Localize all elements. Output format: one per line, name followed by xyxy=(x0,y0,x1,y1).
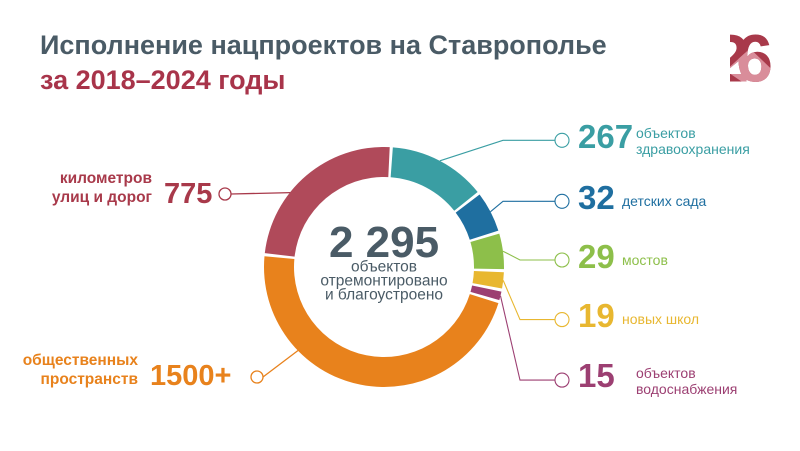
svg-text:и благоустроено: и благоустроено xyxy=(325,287,443,304)
svg-text:267: 267 xyxy=(578,118,633,155)
svg-text:1500+: 1500+ xyxy=(150,360,231,392)
svg-text:объектов: объектов xyxy=(636,125,696,141)
svg-text:новых школ: новых школ xyxy=(622,311,699,327)
svg-text:улиц и дорог: улиц и дорог xyxy=(52,189,153,206)
svg-text:пространств: пространств xyxy=(41,371,139,388)
svg-text:мостов: мостов xyxy=(622,252,668,268)
svg-text:15: 15 xyxy=(578,357,615,394)
svg-text:29: 29 xyxy=(578,238,615,275)
svg-text:здравоохранения: здравоохранения xyxy=(636,141,750,157)
svg-text:объектов: объектов xyxy=(636,365,696,381)
svg-text:общественных: общественных xyxy=(23,352,139,369)
svg-text:детских сада: детских сада xyxy=(622,193,707,209)
svg-text:водоснабжения: водоснабжения xyxy=(636,381,737,397)
svg-text:32: 32 xyxy=(578,179,615,216)
svg-text:километров: километров xyxy=(60,170,152,187)
svg-text:775: 775 xyxy=(164,178,212,210)
svg-text:19: 19 xyxy=(578,297,615,334)
